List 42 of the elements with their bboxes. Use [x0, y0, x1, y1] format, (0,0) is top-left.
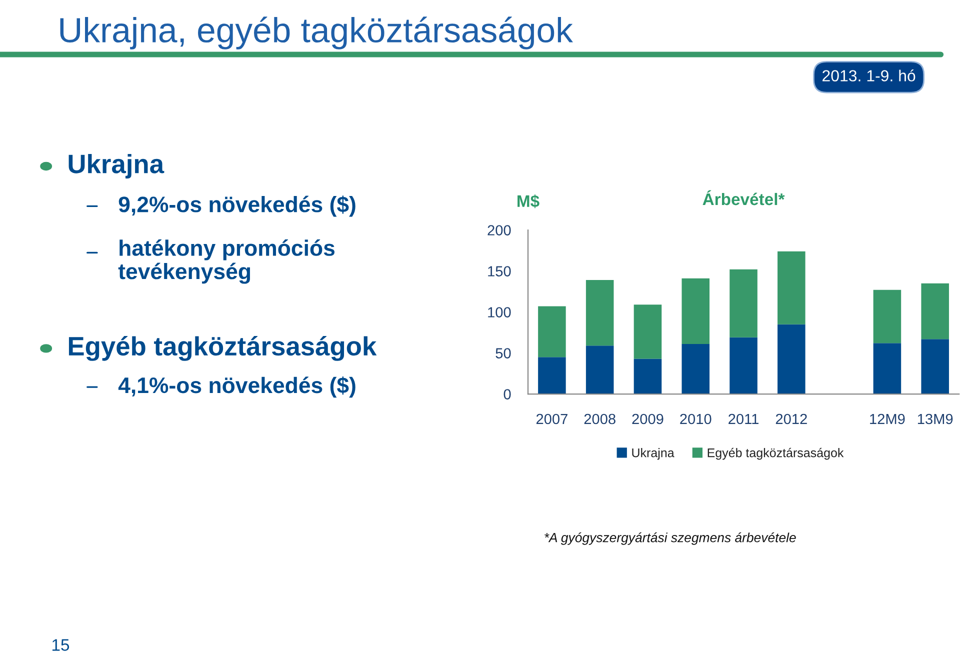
x-tick-label: 2007 [536, 414, 568, 424]
text: Ukrajna, egyéb tagköztársaságok [60, 16, 573, 50]
legend-label: Egyéb tagköztársaságok [708, 448, 844, 460]
y-tick-label: 50 [496, 348, 511, 358]
bar [921, 339, 949, 394]
y-tick-label: 150 [488, 266, 511, 276]
bar [778, 324, 806, 394]
x-tick-label: 2010 [680, 414, 712, 424]
bar [538, 306, 566, 358]
text: 2013. 1-9. hó [822, 70, 916, 82]
bar [778, 251, 806, 324]
bar [730, 269, 758, 338]
x-tick-label: 2009 [632, 414, 664, 424]
text: Egyéb tagköztársaságok [68, 336, 377, 361]
y-tick-label: 100 [488, 307, 511, 318]
bar [873, 343, 902, 394]
bar [538, 357, 566, 394]
y-tick-label: 0 [504, 389, 511, 400]
bar [682, 344, 710, 394]
x-tick-label: 2008 [584, 414, 616, 424]
bar [730, 337, 758, 394]
y-tick-label: 200 [488, 225, 511, 236]
bar [634, 304, 662, 359]
text: 15 [52, 639, 70, 651]
x-tick-label: 2011 [728, 414, 758, 424]
text: *A gyógyszergyártási szegmens árbevétele [544, 532, 796, 545]
text: 9,2%-os növekedés ($) [118, 196, 356, 217]
y-axis-title: M$ [518, 194, 540, 208]
chart-title: Árbevétel* [702, 190, 785, 206]
x-tick-label: 12M9 [870, 414, 905, 424]
bar [682, 278, 710, 344]
x-tick-label: 13M9 [918, 414, 953, 424]
text: hatékony promóciós tevékenység [118, 239, 334, 284]
text: Ukrajna [68, 154, 164, 179]
text: 4,1%-os növekedés ($) [118, 376, 356, 398]
bar [634, 358, 662, 394]
legend-label: Ukrajna [632, 448, 674, 460]
x-tick-label: 2012 [776, 414, 807, 424]
bar [586, 346, 614, 394]
bar [873, 290, 902, 344]
bar [586, 280, 614, 346]
bar [921, 283, 949, 340]
